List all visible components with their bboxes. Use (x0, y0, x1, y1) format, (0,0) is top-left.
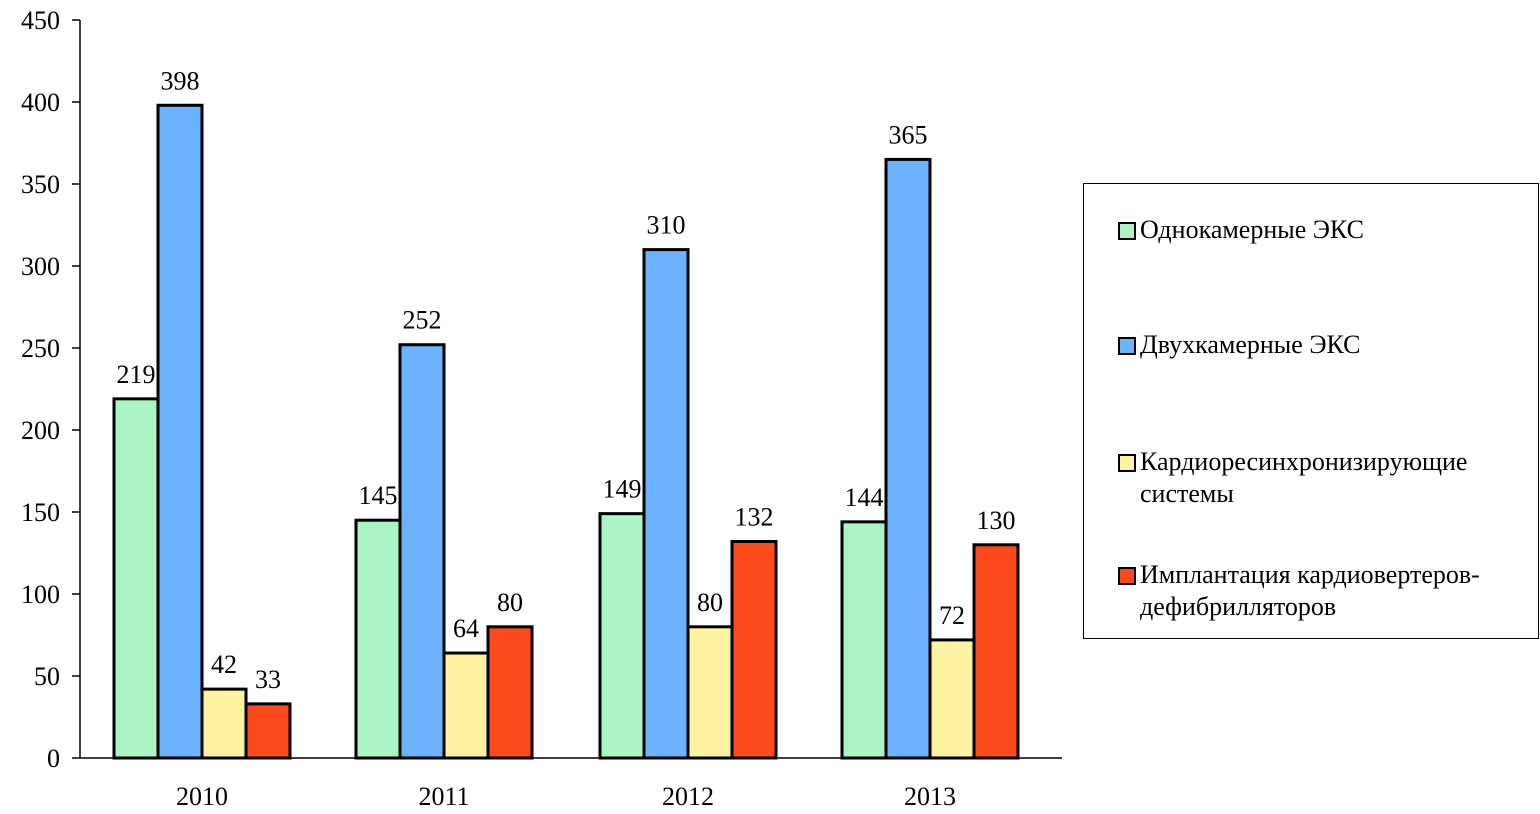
bars (112, 103, 1020, 760)
legend: Однокамерные ЭКС Двухкамерные ЭКС Кардио… (1083, 183, 1539, 639)
data-label-2011-series-0: 145 (359, 481, 398, 510)
data-label-2010-series-2: 42 (211, 650, 237, 679)
legend-swatch-crt (1118, 454, 1136, 472)
data-label-2012-series-1: 310 (647, 211, 686, 240)
x-axis: 2010 2011 2012 2013 (80, 757, 1062, 811)
bar-2010-series-2 (200, 687, 248, 760)
x-tick-label-2013: 2013 (904, 782, 956, 809)
data-label-2012-series-0: 149 (603, 475, 642, 504)
bar-2011-series-0 (354, 518, 402, 760)
legend-swatch-single-chamber (1118, 222, 1136, 240)
y-tick-label: 0 (47, 744, 60, 773)
data-label-2011-series-2: 64 (453, 614, 479, 643)
data-label-2012-series-3: 132 (735, 503, 774, 532)
bar-2012-series-3 (730, 540, 778, 760)
bar-2013-series-1 (884, 157, 932, 760)
y-axis: 0 50 100 150 200 250 300 350 400 450 (21, 6, 81, 773)
y-tick-label: 300 (21, 252, 60, 281)
y-tick-label: 100 (21, 580, 60, 609)
bar-2013-series-2 (928, 638, 976, 760)
data-label-2011-series-1: 252 (403, 306, 442, 335)
data-label-2013-series-2: 72 (939, 601, 965, 630)
bar-2013-series-3 (972, 543, 1020, 760)
legend-label-icd: Имплантация кардиовертеров-дефибриллятор… (1140, 560, 1480, 621)
legend-item-single-chamber: Однокамерные ЭКС (1118, 214, 1528, 246)
y-tick-label: 450 (21, 6, 60, 35)
bar-2010-series-1 (156, 103, 204, 760)
bar-2010-series-3 (244, 702, 292, 760)
legend-item-icd: Имплантация кардиовертеров-дефибриллятор… (1118, 559, 1528, 623)
y-tick-label: 150 (21, 498, 60, 527)
data-labels: 219 398 42 33 145 252 64 80 149 310 80 132 144 365 72 1… (117, 66, 1016, 694)
x-tick-label-2012: 2012 (662, 782, 714, 809)
bar-2011-series-3 (486, 625, 534, 760)
x-tick-label-2011: 2011 (418, 782, 469, 809)
data-label-2011-series-3: 80 (497, 588, 523, 617)
y-tick-label: 250 (21, 334, 60, 363)
bar-2012-series-1 (642, 248, 690, 760)
data-label-2012-series-2: 80 (697, 588, 723, 617)
bar-2012-series-0 (598, 512, 646, 760)
bar-2012-series-2 (686, 625, 734, 760)
data-label-2010-series-3: 33 (255, 665, 281, 694)
legend-item-crt: Кардиоресинхронизирующие системы (1118, 446, 1528, 510)
bar-2013-series-0 (840, 520, 888, 760)
x-tick-label-2010: 2010 (176, 782, 228, 809)
data-label-2010-series-0: 219 (117, 360, 156, 389)
bar-2010-series-0 (112, 397, 160, 760)
bar-2011-series-1 (398, 343, 446, 760)
legend-label-crt: Кардиоресинхронизирующие системы (1140, 447, 1468, 508)
legend-swatch-icd (1118, 567, 1136, 585)
data-label-2013-series-0: 144 (845, 483, 884, 512)
y-tick-label: 50 (34, 662, 60, 691)
data-label-2013-series-1: 365 (889, 120, 928, 149)
y-tick-label: 200 (21, 416, 60, 445)
data-label-2010-series-1: 398 (161, 66, 200, 95)
data-label-2013-series-3: 130 (977, 506, 1016, 535)
y-tick-label: 350 (21, 170, 60, 199)
bar-2011-series-2 (442, 651, 490, 760)
legend-label-dual-chamber: Двухкамерные ЭКС (1140, 330, 1361, 359)
legend-item-dual-chamber: Двухкамерные ЭКС (1118, 329, 1528, 361)
y-tick-label: 400 (21, 88, 60, 117)
legend-label-single-chamber: Однокамерные ЭКС (1140, 215, 1364, 244)
legend-swatch-dual-chamber (1118, 337, 1136, 355)
